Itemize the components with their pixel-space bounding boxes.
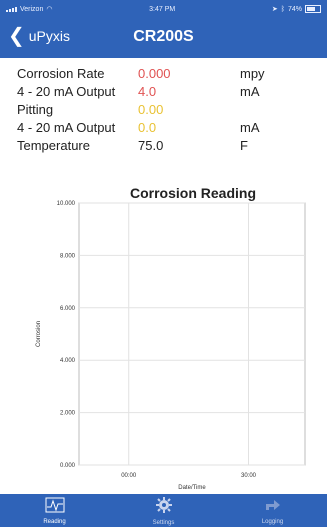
tab-bar: Reading Settings xyxy=(0,494,327,527)
gear-icon xyxy=(155,496,173,519)
reading-unit: mA xyxy=(240,83,260,99)
y-tick-label: 4.000 xyxy=(60,358,76,364)
y-tick-label: 10.000 xyxy=(57,201,76,207)
tab-reading[interactable]: Reading xyxy=(0,494,109,527)
location-icon: ➤ xyxy=(271,6,278,13)
reading-row: Temperature 75.0 F xyxy=(17,136,317,154)
tab-logging[interactable]: Logging xyxy=(218,494,327,527)
back-button[interactable]: ❮ uPyxis xyxy=(8,25,70,47)
reading-value: 75.0 xyxy=(138,137,164,153)
x-tick-label: 00:00 xyxy=(121,473,137,479)
reading-label: 4 - 20 mA Output xyxy=(17,119,116,135)
reading-label: 4 - 20 mA Output xyxy=(17,83,116,99)
reading-row: Pitting 0.00 xyxy=(17,100,317,118)
page-title: CR200S xyxy=(133,28,194,45)
tab-label: Reading xyxy=(43,518,66,525)
x-axis-label: Date/Time xyxy=(178,485,206,491)
plot-area xyxy=(78,202,306,466)
status-time: 3:47 PM xyxy=(149,5,176,13)
status-bar: Verizon ◠ 3:47 PM ➤ ᛒ 74% xyxy=(0,0,327,18)
tab-settings[interactable]: Settings xyxy=(109,494,218,527)
carrier-label: Verizon xyxy=(20,5,44,13)
reading-row: 4 - 20 mA Output 0.0 mA xyxy=(17,118,317,136)
readings-list: Corrosion Rate 0.000 mpy 4 - 20 mA Outpu… xyxy=(17,64,317,154)
tab-label: Logging xyxy=(261,518,284,525)
status-left: Verizon ◠ xyxy=(6,5,52,13)
reading-value: 4.0 xyxy=(138,83,157,99)
chart-pulse-icon xyxy=(45,497,65,518)
x-tick-label: 30:00 xyxy=(241,473,257,479)
reading-row: Corrosion Rate 0.000 mpy xyxy=(17,64,317,82)
reading-label: Pitting xyxy=(17,101,54,117)
bluetooth-icon: ᛒ xyxy=(280,5,285,13)
reading-unit: F xyxy=(240,137,248,153)
wifi-icon: ◠ xyxy=(46,6,53,13)
reading-unit: mA xyxy=(240,119,260,135)
chart-title: Corrosion Reading xyxy=(130,185,257,201)
navigation-bar: ❮ uPyxis CR200S xyxy=(0,18,327,58)
status-right: ➤ ᛒ 74% xyxy=(272,5,321,13)
reading-value: 0.0 xyxy=(138,119,157,135)
y-tick-label: 6.000 xyxy=(60,306,76,312)
y-axis-label: Corrosion xyxy=(36,321,42,347)
reading-label: Temperature xyxy=(17,137,90,153)
battery-label: 74% xyxy=(287,5,302,13)
tab-label: Settings xyxy=(152,519,175,526)
y-tick-label: 0.000 xyxy=(60,463,76,469)
reading-unit: mpy xyxy=(240,65,265,81)
reading-value: 0.000 xyxy=(138,65,171,81)
signal-icon xyxy=(6,6,17,12)
y-tick-label: 2.000 xyxy=(60,411,76,417)
corrosion-chart: 0.000 2.000 4.000 6.000 8.000 10.000 00:00 30:0… xyxy=(36,201,306,491)
chevron-left-icon: ❮ xyxy=(8,25,25,47)
battery-icon xyxy=(304,5,321,13)
reading-label: Corrosion Rate xyxy=(17,65,105,81)
back-label: uPyxis xyxy=(28,28,70,44)
reading-row: 4 - 20 mA Output 4.0 mA xyxy=(17,82,317,100)
share-icon xyxy=(264,497,282,518)
y-tick-label: 8.000 xyxy=(60,253,76,259)
reading-value: 0.00 xyxy=(138,101,164,117)
